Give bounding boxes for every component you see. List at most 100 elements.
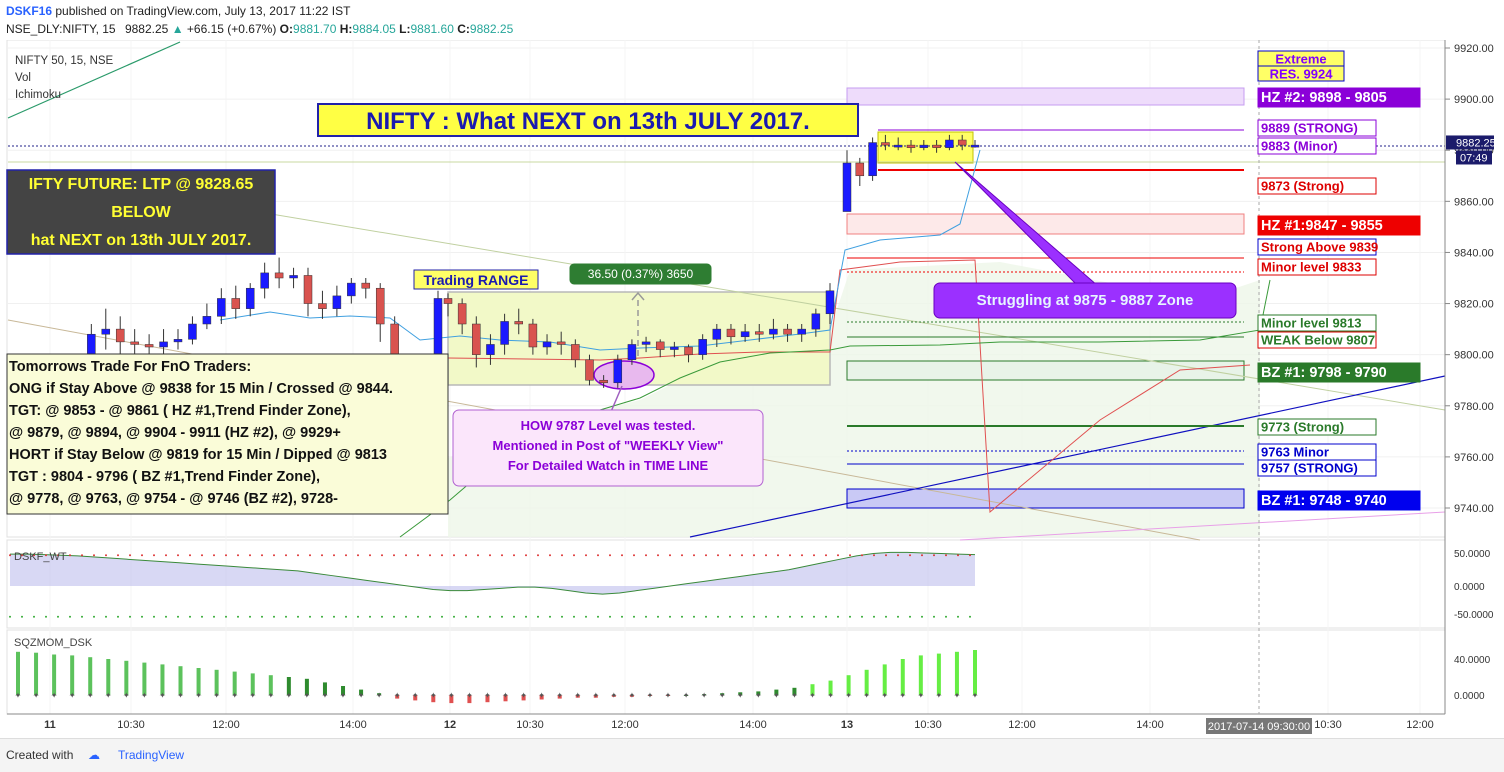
- wt-ob-dot: [897, 554, 899, 557]
- x-tick-label: 12:00: [1406, 719, 1434, 731]
- test-ellipse: [593, 360, 655, 390]
- candle-body: [361, 282, 371, 289]
- tradingview-logo-icon: ☁: [88, 748, 100, 762]
- wt-ob-dot: [945, 554, 947, 557]
- candle-body: [571, 344, 580, 361]
- author-link[interactable]: DSKF16: [6, 4, 53, 18]
- wt-ob-dot: [873, 554, 875, 557]
- sqz-cross: ✦: [195, 691, 202, 700]
- sqz-cross: ✦: [304, 691, 311, 700]
- sqz-cross: ✦: [448, 691, 455, 700]
- wt-os-dot: [549, 615, 551, 618]
- wt-os-dot: [33, 615, 35, 618]
- x-tick-label: 11: [44, 719, 56, 731]
- sqz-tick-label: 0.0000: [1454, 691, 1485, 702]
- wt-ob-dot: [537, 554, 539, 557]
- y-tick-label: 9760.00: [1454, 452, 1494, 464]
- sqz-bar: [503, 695, 508, 702]
- sqz-cross: ✦: [538, 691, 545, 700]
- sqz-bar: [52, 654, 57, 695]
- wt-ob-dot: [357, 554, 359, 557]
- wt-ob-dot: [705, 554, 707, 557]
- candle-body: [332, 295, 342, 309]
- level-label-text: HZ #2: 9898 - 9805: [1261, 90, 1387, 106]
- sqz-bar: [485, 695, 490, 703]
- trading-range-box: [413, 269, 539, 290]
- candle-body: [868, 142, 877, 177]
- candle-body: [188, 323, 197, 340]
- sqz-bar: [106, 659, 111, 695]
- sqz-cross: ✦: [917, 691, 924, 700]
- sqz-bar: [395, 695, 400, 699]
- wt-os-dot: [837, 615, 839, 618]
- sqz-bar: [322, 682, 327, 695]
- candle-body: [231, 298, 241, 309]
- o-value: 9881.70: [293, 22, 337, 36]
- sqz-cross: ✦: [394, 691, 401, 700]
- level-label-text: HZ #1:9847 - 9855: [1261, 218, 1383, 234]
- sqz-cross: ✦: [358, 691, 365, 700]
- wt-ob-dot: [81, 554, 83, 557]
- wt-ob-dot: [9, 554, 11, 557]
- x-cursor-box: [1206, 718, 1312, 734]
- sqz-bar: [629, 695, 634, 697]
- sqz-bar: [828, 680, 833, 695]
- x-tick-label: 14:00: [739, 719, 767, 731]
- struggling-text: Struggling at 9875 - 9887 Zone: [977, 292, 1194, 309]
- wt-os-dot: [957, 615, 959, 618]
- c-label: C:: [457, 22, 470, 36]
- wt-ob-dot: [309, 554, 311, 557]
- sqz-cross: ✦: [556, 691, 563, 700]
- wt-ob-dot: [921, 554, 923, 557]
- y-tick-label: 9780.00: [1454, 401, 1494, 413]
- wt-ob-dot: [177, 554, 179, 557]
- sqz-bar: [756, 691, 761, 695]
- x-tick-label: 14:00: [1136, 719, 1164, 731]
- wt-os-dot: [429, 615, 431, 618]
- tradingview-brand[interactable]: TradingView: [118, 748, 185, 762]
- wt-ob-dot: [801, 554, 803, 557]
- wt-os-dot: [345, 615, 347, 618]
- sqz-bar: [846, 675, 851, 695]
- wt-os-dot: [261, 615, 263, 618]
- wt-ob-dot: [885, 554, 887, 557]
- wt-os-dot: [141, 615, 143, 618]
- wt-os-dot: [153, 615, 155, 618]
- published-text: published on TradingView.com, July 13, 2…: [55, 4, 351, 18]
- candle-body: [556, 341, 566, 345]
- wt-os-dot: [285, 615, 287, 618]
- candle-body: [726, 328, 736, 338]
- wt-ob-dot: [429, 554, 431, 557]
- wt-ob-dot: [33, 554, 35, 557]
- wt-ob-dot: [549, 554, 551, 557]
- level-label-box: [1257, 87, 1421, 108]
- wt-os-dot: [849, 615, 851, 618]
- legend-item: NIFTY 50, 15, NSE: [15, 55, 114, 67]
- sqz-cross: ✦: [755, 691, 762, 700]
- sqz-cross: ✦: [249, 691, 256, 700]
- wt-ob-dot: [417, 554, 419, 557]
- candle-body: [245, 287, 255, 309]
- wt-os-dot: [405, 615, 407, 618]
- sqz-name: SQZMOM_DSK: [14, 637, 93, 649]
- sqz-cross: ✦: [773, 691, 780, 700]
- wt-tick-label: 0.0000: [1454, 582, 1485, 593]
- wt-ob-dot: [909, 554, 911, 557]
- wt-os-dot: [57, 615, 59, 618]
- trade-plan-text: ONG if Stay Above @ 9838 for 15 Min / Cr…: [9, 381, 393, 397]
- l-value: 9881.60: [410, 22, 454, 36]
- sqz-bar: [702, 694, 707, 696]
- wt-os-dot: [393, 615, 395, 618]
- wt-ob-dot: [501, 554, 503, 557]
- wt-os-dot: [897, 615, 899, 618]
- trade-plan-text: HORT if Stay Below @ 9819 for 15 Min / D…: [9, 447, 387, 463]
- sqz-cross: ✦: [141, 691, 148, 700]
- level-label-box: [1257, 215, 1421, 236]
- wt-os-dot: [237, 615, 239, 618]
- wt-os-dot: [321, 615, 323, 618]
- wt-os-dot: [357, 615, 359, 618]
- wt-ob-dot: [753, 554, 755, 557]
- sqz-bar: [16, 651, 20, 695]
- wt-ob-dot: [813, 554, 815, 557]
- candle-body: [655, 341, 665, 350]
